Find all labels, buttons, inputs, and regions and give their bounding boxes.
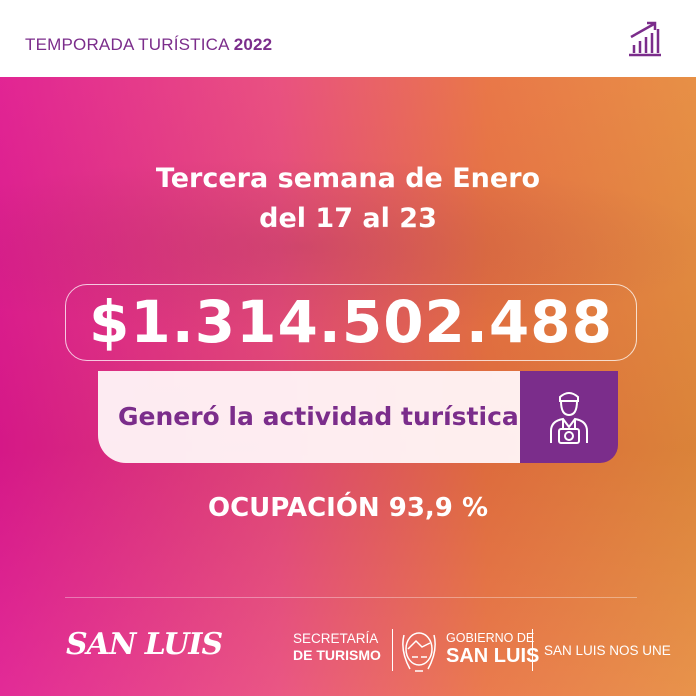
- season-title-text: TEMPORADA TURÍSTICA: [25, 35, 229, 54]
- tourist-camera-icon: [550, 392, 588, 444]
- separator: [392, 629, 393, 671]
- divider: [65, 597, 637, 598]
- season-year: 2022: [233, 35, 273, 54]
- amount-caption: Generó la actividad turística: [118, 402, 519, 431]
- secretaria-line1: SECRETARÍA: [293, 631, 379, 646]
- secretaria-line2: DE TURISMO: [293, 647, 381, 663]
- caption-icon-box: [520, 371, 618, 463]
- header: TEMPORADA TURÍSTICA 2022: [0, 0, 696, 77]
- san-luis-logo: SAN LUIS: [66, 627, 223, 662]
- gobierno-line2: SAN LUIS: [446, 645, 540, 667]
- heading-line-2: del 17 al 23: [259, 203, 437, 234]
- occupancy: OCUPACIÓN 93,9 %: [207, 493, 488, 523]
- amount-value: $1.314.502.488: [88, 288, 614, 356]
- secretaria-turismo: SECRETARÍA DE TURISMO: [293, 631, 381, 663]
- amount-box: $1.314.502.488: [65, 284, 637, 361]
- chart-growth-icon: [629, 21, 661, 57]
- caption-card: Generó la actividad turística: [98, 371, 520, 463]
- footer: SAN LUIS SECRETARÍA DE TURISMO GOBIERNO D…: [0, 607, 696, 677]
- gobierno-san-luis: GOBIERNO DE SAN LUIS: [446, 631, 539, 667]
- hero-banner: Tercera semana de Enero del 17 al 23 $1.…: [0, 77, 696, 696]
- coat-of-arms-icon: [402, 632, 436, 672]
- gobierno-line1: GOBIERNO DE: [446, 631, 535, 645]
- slogan: SAN LUIS NOS UNE: [544, 643, 671, 658]
- separator: [532, 629, 533, 671]
- heading-line-1: Tercera semana de Enero: [155, 163, 541, 194]
- season-title: TEMPORADA TURÍSTICA 2022: [25, 35, 272, 55]
